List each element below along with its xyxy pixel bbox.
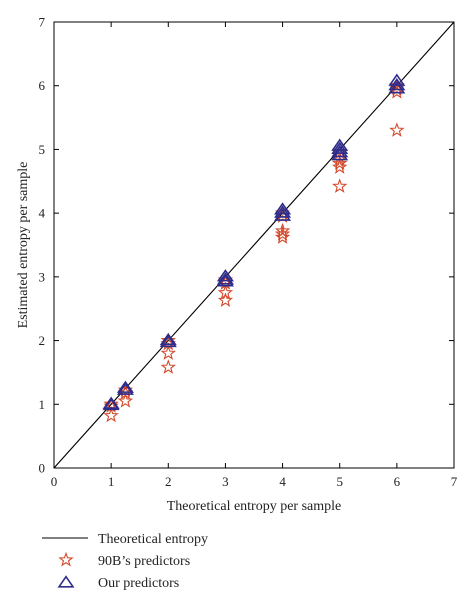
- y-tick-label: 3: [39, 269, 46, 284]
- legend: Theoretical entropy 90B’s predictors Our p…: [42, 532, 208, 591]
- x-tick-label: 3: [222, 474, 229, 489]
- star-point: [217, 292, 234, 307]
- y-tick-label: 2: [39, 333, 46, 348]
- x-axis: 0 1 2 3 4 5 6 7: [51, 22, 458, 489]
- star-point: [332, 159, 348, 174]
- triangle-point: [116, 380, 134, 393]
- triangle-point: [116, 382, 134, 395]
- triangle-point: [274, 205, 292, 218]
- star-point: [274, 229, 291, 244]
- star-point: [332, 155, 348, 170]
- plot-area: 0 1 2 3 4 5 6 7 0 1 2 3 4 5 6 7: [39, 15, 458, 490]
- star-point: [160, 359, 176, 374]
- triangle-point: [274, 202, 292, 215]
- triangle-point: [159, 332, 177, 346]
- y-tick-label: 0: [39, 461, 46, 476]
- plot-frame: [53, 21, 455, 469]
- y-tick-label: 1: [39, 397, 46, 412]
- y-tick-label: 4: [39, 206, 46, 221]
- triangle-point: [216, 272, 234, 285]
- legend-triangle-swatch: [57, 575, 75, 588]
- legend-star-swatch: [58, 551, 74, 567]
- series-2: [102, 73, 406, 411]
- triangle-point: [388, 73, 406, 86]
- legend-label: 90B’s predictors: [98, 554, 190, 569]
- legend-label: Our predictors: [98, 576, 179, 591]
- x-tick-label: 6: [394, 474, 401, 489]
- y-tick-label: 7: [39, 15, 46, 30]
- y-axis-title: Estimated entropy per sample: [16, 162, 31, 329]
- x-tick-label: 7: [451, 474, 458, 489]
- triangle-point: [331, 144, 349, 158]
- x-axis-title: Theoretical entropy per sample: [167, 499, 342, 514]
- star-point: [274, 226, 291, 241]
- triangle-point: [388, 81, 406, 94]
- star-point: [274, 222, 291, 238]
- star-point: [160, 345, 176, 360]
- star-point: [117, 393, 134, 408]
- star-point: [332, 178, 348, 193]
- legend-label: Theoretical entropy: [98, 532, 208, 547]
- triangle-point: [331, 141, 349, 155]
- triangle-point: [216, 274, 234, 287]
- triangle-point: [216, 269, 234, 282]
- star-point: [389, 77, 405, 93]
- triangle-point: [102, 397, 120, 411]
- series-1: [103, 77, 405, 423]
- star-point: [217, 284, 234, 300]
- x-tick-label: 0: [51, 474, 58, 489]
- star-point: [103, 407, 119, 423]
- x-tick-label: 2: [165, 474, 172, 489]
- x-tick-label: 4: [279, 474, 286, 489]
- y-tick-label: 6: [39, 78, 46, 93]
- triangle-point: [331, 148, 349, 161]
- x-tick-label: 1: [108, 474, 115, 489]
- series-layer: [54, 22, 454, 468]
- star-point: [103, 396, 119, 411]
- y-tick-label: 5: [39, 142, 46, 157]
- star-point: [389, 122, 405, 137]
- triangle-point: [159, 334, 177, 348]
- x-tick-label: 5: [336, 474, 343, 489]
- y-axis: 0 1 2 3 4 5 6 7: [39, 15, 454, 476]
- star-point: [160, 332, 176, 348]
- triangle-point: [388, 78, 406, 91]
- triangle-point: [274, 208, 292, 221]
